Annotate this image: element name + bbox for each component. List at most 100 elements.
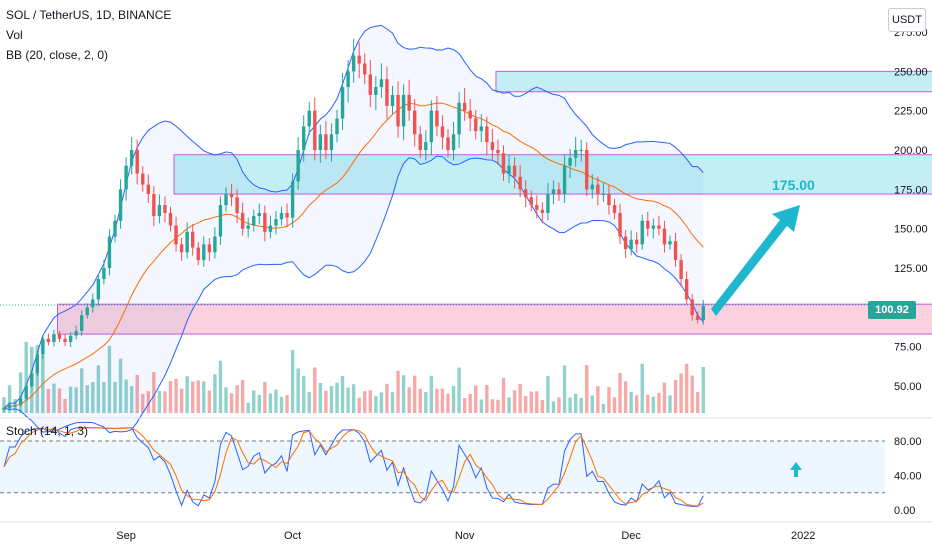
time-tick-label: Nov <box>455 530 475 542</box>
volume-bar <box>74 387 78 413</box>
candle-body <box>246 225 250 229</box>
volume-bar <box>235 385 239 413</box>
candle-body <box>307 110 311 127</box>
volume-bar <box>268 393 273 413</box>
candle-body <box>385 79 389 106</box>
volume-bar <box>207 390 212 413</box>
volume-layer <box>2 342 705 413</box>
volume-bar <box>568 397 572 413</box>
volume-bar <box>263 382 267 413</box>
candle-body <box>141 173 145 185</box>
volume-bar <box>329 386 334 413</box>
candle-body <box>196 247 200 261</box>
candle-body <box>263 212 267 232</box>
volume-bar <box>102 382 106 413</box>
candle-body <box>257 212 261 217</box>
volume-bar <box>529 391 533 413</box>
volume-bar <box>507 397 511 413</box>
candle-body <box>329 134 334 150</box>
volume-legend[interactable]: Vol <box>6 28 23 42</box>
volume-bar <box>612 397 617 413</box>
volume-bar <box>279 396 284 413</box>
candle-body <box>462 102 467 111</box>
volume-bar <box>2 397 6 413</box>
candle-body <box>623 236 628 250</box>
volume-bar <box>573 393 578 413</box>
candle-body <box>435 110 439 127</box>
candle-body <box>635 239 639 245</box>
candle-body <box>285 212 289 218</box>
candle-body <box>485 126 489 143</box>
candle-body <box>601 194 606 196</box>
volume-bar <box>224 387 228 413</box>
candle-body <box>52 334 56 342</box>
time-axis[interactable]: SepOctNovDec2022FebMar <box>0 521 932 542</box>
candle-body <box>340 87 345 119</box>
volume-bar <box>668 395 672 413</box>
candle-body <box>401 94 406 127</box>
volume-bar <box>540 400 545 413</box>
candle-body <box>313 110 317 150</box>
volume-bar <box>446 393 450 413</box>
candle-body <box>351 55 356 72</box>
annotation-arrows <box>711 205 802 477</box>
volume-bar <box>590 395 594 413</box>
time-tick-label: Sep <box>116 530 136 542</box>
bb-legend[interactable]: BB (20, close, 2, 0) <box>6 48 109 62</box>
stoch-axis[interactable]: 80.00 40.00 0.00 <box>894 436 922 517</box>
candle-body <box>529 197 533 206</box>
currency-selector[interactable]: USDT <box>888 8 926 32</box>
candle-body <box>568 157 572 166</box>
candle-body <box>507 165 511 174</box>
candle-body <box>302 126 306 150</box>
candle-body <box>490 142 495 150</box>
volume-bar <box>679 373 683 413</box>
candle-body <box>113 220 117 237</box>
candle-body <box>152 194 156 217</box>
stoch-tick-label: 0.00 <box>894 505 915 517</box>
candle-body <box>252 216 256 226</box>
candle-body <box>296 150 300 182</box>
time-tick-label: Dec <box>621 530 641 542</box>
candle-body <box>41 338 45 355</box>
candle-body <box>224 194 228 206</box>
candle-body <box>24 386 28 399</box>
volume-bar <box>396 370 400 413</box>
volume-bar <box>152 371 156 413</box>
volume-bar <box>302 376 306 413</box>
volume-bar <box>401 375 406 413</box>
candle-body <box>413 110 417 135</box>
candle-body <box>146 184 150 195</box>
candle-body <box>501 153 506 174</box>
candle-body <box>407 94 411 111</box>
volume-bar <box>18 372 23 413</box>
volume-bar <box>96 365 101 413</box>
volume-bar <box>618 373 622 413</box>
bb-fill <box>4 25 704 433</box>
volume-bar <box>179 388 184 413</box>
volume-bar <box>246 402 250 413</box>
volume-bar <box>124 379 128 413</box>
volume-bar <box>501 377 506 413</box>
volume-bar <box>285 395 289 413</box>
volume-bar <box>141 393 145 413</box>
candle-body <box>18 398 23 405</box>
volume-bar <box>7 385 12 413</box>
candle-body <box>7 404 12 409</box>
chart-title[interactable]: SOL / TetherUS, 1D, BINANCE <box>6 8 172 22</box>
volume-bar <box>551 401 556 413</box>
volume-bar <box>257 394 261 413</box>
candle-body <box>440 126 445 138</box>
volume-bar <box>435 388 439 413</box>
candle-body <box>673 241 678 261</box>
candle-body <box>690 299 694 316</box>
candle-body <box>63 338 67 342</box>
candle-body <box>157 205 162 217</box>
candle-body <box>546 194 550 213</box>
candle-body <box>684 279 689 300</box>
price-axis[interactable]: 275.00250.00225.00200.00175.00150.00125.… <box>894 27 928 393</box>
volume-bar <box>701 366 705 413</box>
current-price-tag: 100.92 <box>868 301 916 319</box>
stoch-legend[interactable]: Stoch (14, 1, 3) <box>6 424 89 438</box>
